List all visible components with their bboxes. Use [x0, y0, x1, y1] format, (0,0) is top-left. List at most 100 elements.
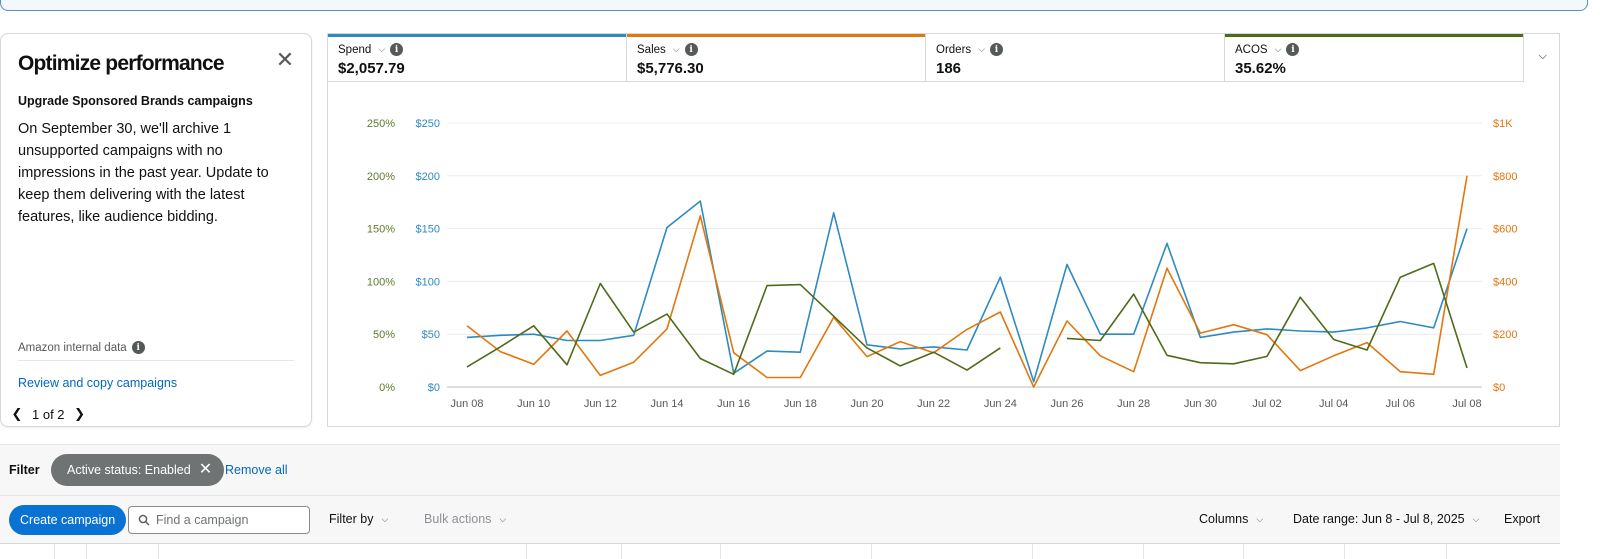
column-divider — [871, 544, 872, 559]
top-banner — [0, 0, 1588, 11]
campaign-table-header — [0, 543, 1560, 559]
sales-axis-tick: $0 — [1493, 382, 1505, 394]
metric-value: $5,776.30 — [637, 60, 704, 77]
optimize-performance-card — [0, 33, 312, 427]
filter-chip-label: Active status: Enabled — [67, 463, 191, 477]
create-campaign-button[interactable]: Create campaign — [9, 505, 127, 535]
chevron-down-icon: ⌵ — [381, 513, 389, 524]
x-axis-tick: Jun 28 — [1117, 398, 1150, 410]
remove-all-link[interactable]: Remove all — [225, 463, 288, 477]
metric-value: 35.62% — [1235, 60, 1286, 77]
x-axis-tick: Jun 18 — [784, 398, 817, 410]
series-line-acos — [466, 282, 1001, 376]
divider — [18, 360, 294, 361]
metric-tab-spend[interactable]: Spend ⌵ i $2,057.79 — [328, 34, 627, 82]
column-divider — [720, 544, 721, 559]
filter-by-label: Filter by — [329, 512, 374, 526]
chevron-down-icon[interactable]: ⌵ — [1538, 50, 1547, 62]
x-axis-tick: Jun 20 — [850, 398, 883, 410]
spend-axis-tick: $50 — [422, 329, 440, 341]
campaign-search — [128, 506, 310, 534]
chevron-down-icon[interactable]: ⌵ — [672, 44, 680, 54]
info-icon[interactable]: i — [989, 43, 1003, 56]
close-icon[interactable]: ✕ — [275, 47, 295, 72]
column-divider — [1446, 544, 1447, 559]
column-divider — [54, 544, 55, 559]
pager-label: 1 of 2 — [32, 406, 65, 422]
chevron-left-icon[interactable]: ❮ — [11, 406, 23, 421]
info-icon[interactable]: i — [684, 43, 698, 56]
info-icon[interactable]: i — [131, 341, 145, 354]
chevron-down-icon: ⌵ — [499, 513, 507, 524]
optimize-card-title: Optimize performance — [18, 52, 225, 75]
data-source: Amazon internal data i — [18, 341, 145, 354]
date-range-label: Date range: Jun 8 - Jul 8, 2025 — [1293, 512, 1465, 526]
review-copy-campaigns-link[interactable]: Review and copy campaigns — [18, 376, 178, 390]
x-axis-tick: Jun 10 — [517, 398, 550, 410]
metric-tab-sales[interactable]: Sales ⌵ i $5,776.30 — [627, 34, 926, 82]
x-axis-tick: Jul 04 — [1319, 398, 1348, 410]
metric-color-bar — [1225, 34, 1523, 37]
spend-axis-tick: $100 — [416, 276, 440, 288]
metric-color-bar — [328, 34, 626, 37]
date-range-dropdown[interactable]: Date range: Jun 8 - Jul 8, 2025 ⌵ — [1293, 512, 1479, 526]
column-divider — [1032, 544, 1033, 559]
chevron-down-icon: ⌵ — [1256, 513, 1264, 524]
x-axis-tick: Jul 02 — [1252, 398, 1281, 410]
chevron-right-icon[interactable]: ❯ — [74, 406, 85, 421]
search-input[interactable] — [156, 513, 296, 527]
x-axis-tick: Jun 08 — [450, 398, 483, 410]
chevron-down-icon: ⌵ — [1472, 513, 1480, 524]
chevron-down-icon[interactable]: ⌵ — [978, 44, 985, 54]
filter-by-dropdown[interactable]: Filter by ⌵ — [329, 512, 388, 526]
series-line-spend — [466, 200, 1468, 383]
performance-chart-card: Spend ⌵ i $2,057.79 Sales ⌵ i $5,776.30 … — [327, 33, 1560, 427]
info-icon[interactable]: i — [1286, 43, 1300, 56]
x-axis-tick: Jul 08 — [1452, 398, 1481, 410]
performance-line-chart: 0% $0 $0 50% $50 $200 100% $100 $400 150% $150 $600… — [367, 118, 1518, 410]
column-divider — [158, 544, 159, 559]
metric-tab-acos[interactable]: ACOS ⌵ i 35.62% — [1225, 34, 1524, 82]
export-button[interactable]: Export — [1504, 512, 1541, 526]
close-icon[interactable]: ✕ — [198, 461, 213, 478]
spend-axis-tick: $0 — [428, 382, 440, 394]
filter-label: Filter — [9, 463, 40, 477]
x-axis-tick: Jun 12 — [584, 398, 617, 410]
metric-name: Orders ⌵ i — [936, 43, 1003, 56]
card-pager: ❮ 1 of 2 ❯ — [10, 406, 87, 422]
acos-axis-tick: 200% — [367, 171, 395, 183]
x-axis-tick: Jun 26 — [1050, 398, 1083, 410]
sales-axis-tick: $1K — [1493, 118, 1513, 130]
sales-axis-tick: $600 — [1493, 224, 1517, 236]
chevron-down-icon[interactable]: ⌵ — [378, 44, 386, 54]
bulk-actions-dropdown[interactable]: Bulk actions ⌵ — [424, 512, 506, 526]
column-divider — [1143, 544, 1144, 559]
acos-axis-tick: 250% — [367, 118, 395, 130]
x-axis-tick: Jun 24 — [984, 398, 1017, 410]
spend-axis-tick: $250 — [416, 118, 440, 130]
acos-axis-tick: 150% — [367, 224, 395, 236]
filter-chip-active-status[interactable]: Active status: Enabled ✕ — [51, 454, 225, 486]
metric-name-label: Orders — [936, 43, 972, 56]
metric-color-bar — [627, 34, 925, 37]
metric-name: ACOS ⌵ i — [1235, 43, 1300, 56]
info-icon[interactable]: i — [390, 43, 404, 56]
sales-axis-tick: $400 — [1493, 276, 1517, 288]
x-axis-tick: Jun 22 — [917, 398, 950, 410]
metric-name-label: Spend — [338, 43, 372, 56]
columns-dropdown[interactable]: Columns ⌵ — [1199, 512, 1263, 526]
sales-axis-tick: $800 — [1493, 171, 1517, 183]
series-line-acos — [1066, 262, 1468, 369]
chevron-down-icon[interactable]: ⌵ — [1274, 44, 1282, 54]
x-axis-tick: Jul 06 — [1386, 398, 1415, 410]
columns-label: Columns — [1199, 512, 1249, 526]
acos-axis-tick: 100% — [367, 276, 395, 288]
x-axis-tick: Jun 30 — [1184, 398, 1217, 410]
column-divider — [86, 544, 87, 559]
metric-name: Sales ⌵ i — [637, 43, 698, 56]
campaign-toolbar: Create campaign Filter by ⌵ Bulk actions… — [0, 495, 1560, 543]
optimize-card-subtitle: Upgrade Sponsored Brands campaigns — [18, 94, 253, 108]
metric-tab-orders[interactable]: Orders ⌵ i 186 — [926, 34, 1225, 82]
column-divider — [621, 544, 622, 559]
column-divider — [526, 544, 527, 559]
